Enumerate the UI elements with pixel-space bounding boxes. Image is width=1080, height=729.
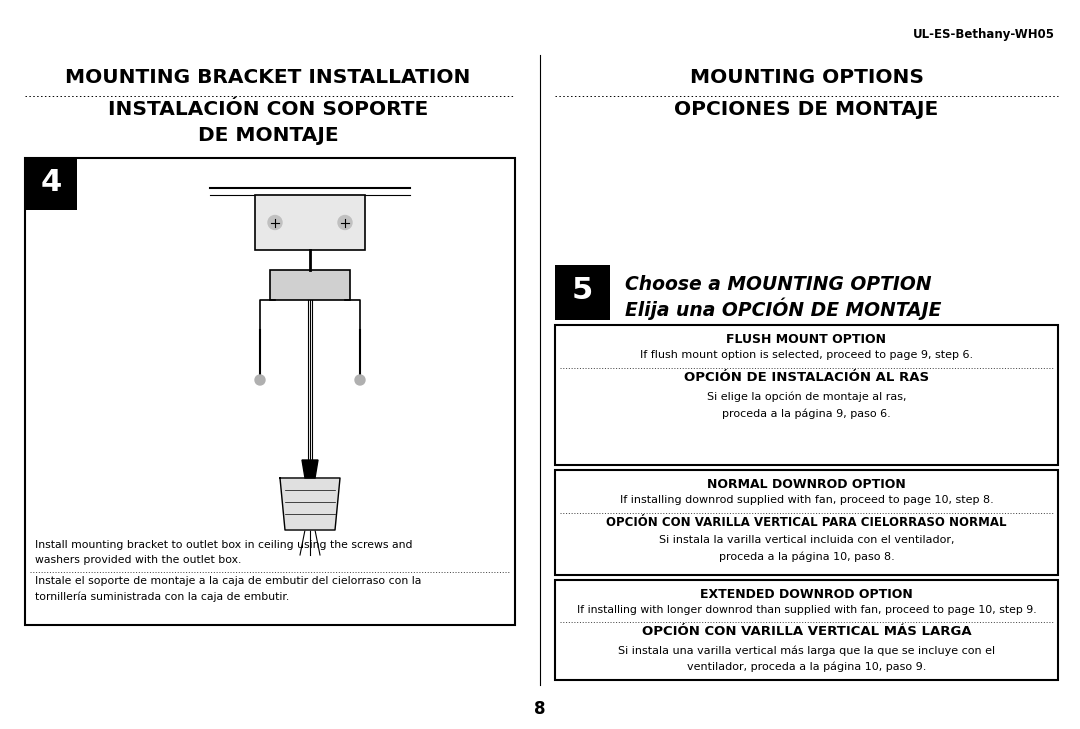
Text: ventilador, proceda a la página 10, paso 9.: ventilador, proceda a la página 10, paso…: [687, 662, 927, 672]
Text: proceda a la página 10, paso 8.: proceda a la página 10, paso 8.: [718, 552, 894, 563]
Text: 4: 4: [40, 168, 62, 197]
Text: OPCIONES DE MONTAJE: OPCIONES DE MONTAJE: [674, 100, 939, 119]
Bar: [555, 325, 1058, 465]
Bar: [25, 158, 515, 625]
Polygon shape: [280, 478, 340, 530]
Text: Choose a MOUNTING OPTION: Choose a MOUNTING OPTION: [625, 275, 932, 294]
Text: INSTALACIÓN CON SOPORTE: INSTALACIÓN CON SOPORTE: [108, 100, 428, 119]
Text: OPCIÓN DE INSTALACIÓN AL RAS: OPCIÓN DE INSTALACIÓN AL RAS: [684, 371, 929, 384]
Text: Instale el soporte de montaje a la caja de embutir del cielorraso con la: Instale el soporte de montaje a la caja …: [35, 576, 421, 586]
Text: If installing downrod supplied with fan, proceed to page 10, step 8.: If installing downrod supplied with fan,…: [620, 495, 994, 505]
Text: 5: 5: [572, 276, 593, 305]
Text: Si instala la varilla vertical incluida con el ventilador,: Si instala la varilla vertical incluida …: [659, 535, 955, 545]
Text: OPCIÓN CON VARILLA VERTICAL MÁS LARGA: OPCIÓN CON VARILLA VERTICAL MÁS LARGA: [642, 625, 971, 638]
Text: If flush mount option is selected, proceed to page 9, step 6.: If flush mount option is selected, proce…: [640, 350, 973, 360]
Circle shape: [268, 216, 282, 230]
Polygon shape: [302, 460, 318, 478]
Bar: [555, 470, 1058, 575]
Text: FLUSH MOUNT OPTION: FLUSH MOUNT OPTION: [727, 333, 887, 346]
Bar: [555, 265, 610, 320]
Bar: [270, 270, 350, 300]
Text: Elija una OPCIÓN DE MONTAJE: Elija una OPCIÓN DE MONTAJE: [625, 297, 942, 319]
Text: tornillería suministrada con la caja de embutir.: tornillería suministrada con la caja de …: [35, 592, 289, 602]
Text: Si instala una varilla vertical más larga que la que se incluye con el: Si instala una varilla vertical más larg…: [618, 645, 995, 655]
Bar: [555, 580, 1058, 680]
Text: washers provided with the outlet box.: washers provided with the outlet box.: [35, 555, 241, 565]
Circle shape: [338, 216, 352, 230]
Circle shape: [355, 375, 365, 385]
Text: Install mounting bracket to outlet box in ceiling using the screws and: Install mounting bracket to outlet box i…: [35, 540, 413, 550]
Text: Si elige la opción de montaje al ras,: Si elige la opción de montaje al ras,: [706, 391, 906, 402]
Text: proceda a la página 9, paso 6.: proceda a la página 9, paso 6.: [723, 408, 891, 418]
Text: NORMAL DOWNROD OPTION: NORMAL DOWNROD OPTION: [707, 478, 906, 491]
Text: If installing with longer downrod than supplied with fan, proceed to page 10, st: If installing with longer downrod than s…: [577, 605, 1037, 615]
Text: MOUNTING OPTIONS: MOUNTING OPTIONS: [689, 68, 923, 87]
Text: MOUNTING BRACKET INSTALLATION: MOUNTING BRACKET INSTALLATION: [65, 68, 471, 87]
Text: UL-ES-Bethany-WH05: UL-ES-Bethany-WH05: [913, 28, 1055, 41]
Bar: [25, 158, 77, 210]
Text: EXTENDED DOWNROD OPTION: EXTENDED DOWNROD OPTION: [700, 588, 913, 601]
Text: DE MONTAJE: DE MONTAJE: [198, 126, 338, 145]
Bar: [255, 195, 365, 250]
Text: 8: 8: [535, 700, 545, 718]
Circle shape: [255, 375, 265, 385]
Text: OPCIÓN CON VARILLA VERTICAL PARA CIELORRASO NORMAL: OPCIÓN CON VARILLA VERTICAL PARA CIELORR…: [606, 516, 1007, 529]
